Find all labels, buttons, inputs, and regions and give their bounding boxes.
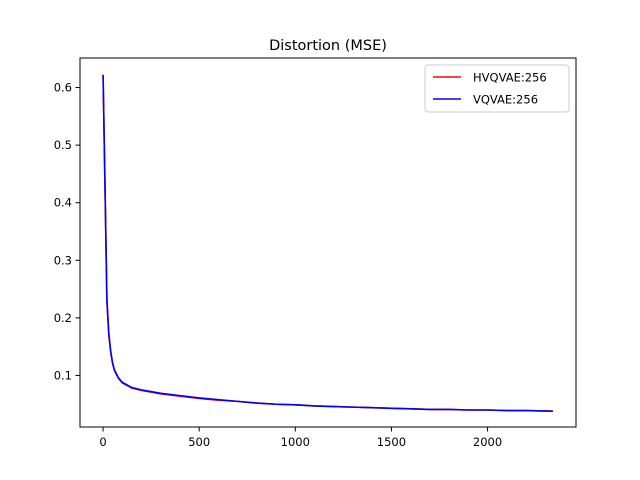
y-tick-label: 0.6 — [54, 81, 72, 95]
chart-title: Distortion (MSE) — [269, 38, 387, 54]
legend: HVQVAE:256 VQVAE:256 — [424, 64, 570, 113]
legend-label: HVQVAE:256 — [473, 71, 547, 85]
axes-frame — [79, 57, 577, 428]
y-tick-label: 0.2 — [54, 311, 72, 325]
x-tick-label: 2000 — [473, 435, 502, 449]
x-tick-label: 0 — [99, 435, 106, 449]
axes-layer: 0 500 1000 1500 2000 0.1 0.2 0.3 0.4 0.5 0.6 — [54, 57, 577, 449]
x-tick-label: 1500 — [377, 435, 406, 449]
series-line-vqvae-256 — [102, 74, 553, 412]
y-tick-label: 0.5 — [54, 138, 72, 152]
x-tick-label: 500 — [188, 435, 210, 449]
x-tick-label: 1000 — [281, 435, 310, 449]
y-tick-label: 0.1 — [54, 368, 72, 382]
series-layer — [102, 74, 553, 412]
y-tick-label: 0.3 — [54, 253, 72, 267]
y-tick-label: 0.4 — [54, 196, 72, 210]
legend-label: VQVAE:256 — [473, 93, 538, 107]
